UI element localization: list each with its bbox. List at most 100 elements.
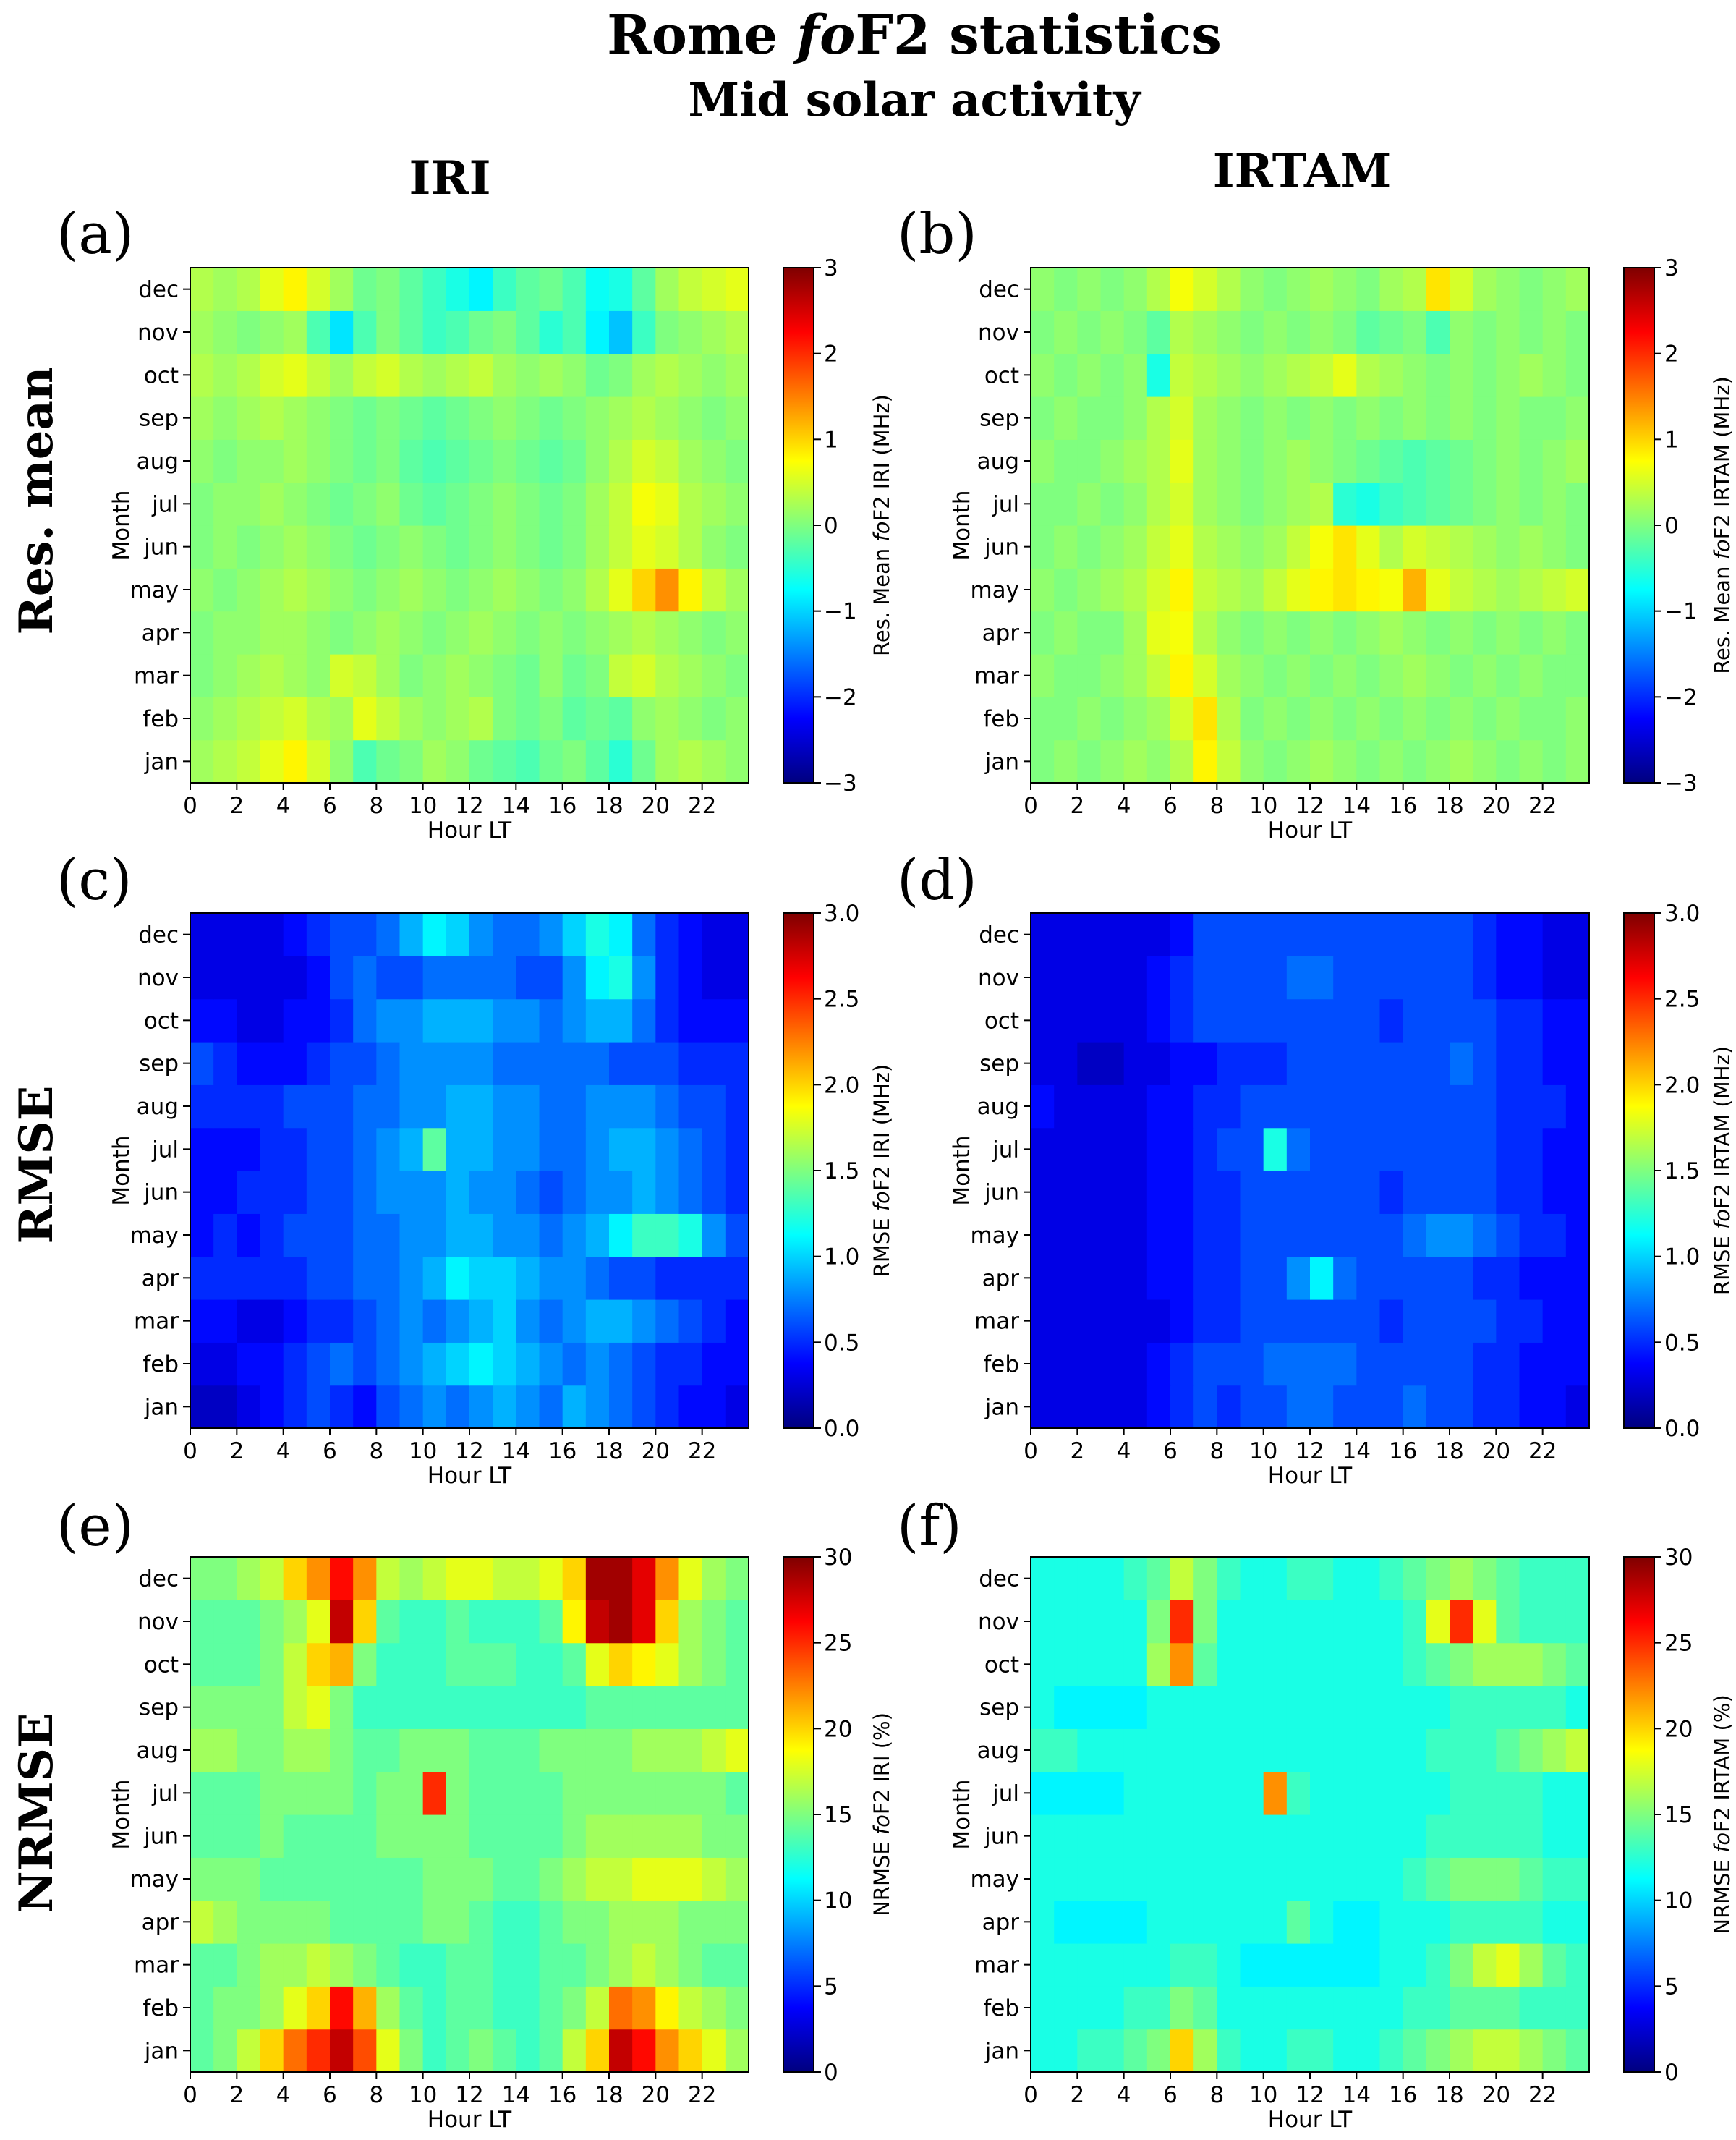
heatmap-cell [1146, 1127, 1171, 1171]
heatmap-cell [562, 1299, 587, 1343]
heatmap-cell [725, 1171, 749, 1214]
heatmap-cell [353, 1299, 377, 1343]
heatmap-cell [1426, 1171, 1450, 1214]
heatmap-cell [1519, 525, 1544, 569]
heatmap-cell [190, 1728, 214, 1772]
heatmap-cell [260, 268, 284, 311]
heatmap-cell [376, 268, 401, 311]
heatmap-cell [1077, 1342, 1102, 1386]
heatmap-cell [260, 353, 284, 397]
colorbar-tick-label: 20 [824, 1716, 852, 1742]
heatmap-cell [237, 998, 261, 1043]
heatmap-cell [1403, 1900, 1427, 1944]
heatmap-cell [353, 1943, 377, 1987]
heatmap-cell [516, 310, 540, 354]
y-tick-label: dec [138, 1566, 179, 1592]
y-tick-label: jun [143, 535, 179, 561]
heatmap-cell [539, 654, 563, 697]
colorbar-tick-label: 5 [824, 1974, 838, 2000]
heatmap-cell [1170, 956, 1194, 1000]
heatmap-cell [1356, 1986, 1381, 2030]
x-tick-label: 22 [1528, 2082, 1557, 2108]
heatmap-cell [562, 654, 587, 697]
heatmap-cell [1450, 998, 1473, 1043]
y-tick-label: may [129, 1223, 179, 1249]
heatmap-cell [1054, 525, 1078, 569]
heatmap-cell [1333, 310, 1357, 354]
heatmap-cell [1286, 482, 1311, 526]
heatmap-cell [1403, 568, 1427, 612]
heatmap-cell [376, 2029, 401, 2073]
heatmap-cell [1542, 1600, 1567, 1644]
heatmap-cell [655, 1385, 680, 1429]
x-tick-label: 8 [369, 2082, 383, 2108]
heatmap-cell [237, 1084, 261, 1129]
colorbar-tick-label: 15 [1664, 1802, 1693, 1828]
heatmap-cell [702, 1857, 726, 1901]
heatmap-cell [1426, 956, 1450, 1000]
heatmap-cell [655, 1900, 680, 1944]
heatmap-cell [1565, 1728, 1590, 1772]
heatmap-cell [1426, 697, 1450, 741]
heatmap-cell [725, 1299, 749, 1343]
heatmap-cell [562, 2029, 587, 2073]
heatmap-cell [1519, 1127, 1544, 1171]
heatmap-cell [353, 1900, 377, 1944]
heatmap-cell [330, 956, 354, 1000]
heatmap-cell [1450, 1857, 1473, 1901]
y-tick-label: apr [982, 1265, 1020, 1291]
heatmap-cell [1170, 1385, 1194, 1429]
heatmap-cell [190, 1943, 214, 1987]
y-tick-label: aug [977, 1738, 1019, 1764]
heatmap-cell [1403, 525, 1427, 569]
heatmap-cell [678, 1557, 703, 1600]
y-tick-label: mar [974, 1309, 1019, 1335]
heatmap-cell [422, 1686, 447, 1729]
heatmap-cell [1240, 1084, 1264, 1129]
heatmap-cells-a [190, 268, 749, 784]
heatmap-cell [1031, 1342, 1055, 1386]
heatmap-cell [376, 739, 401, 784]
heatmap-cell [237, 1642, 261, 1686]
y-tick-label: mar [974, 1953, 1019, 1979]
heatmap-cell [493, 1728, 516, 1772]
heatmap-cell [1426, 1127, 1450, 1171]
heatmap-cell [1310, 2029, 1334, 2073]
heatmap-cell [1031, 1728, 1055, 1772]
heatmap-cell [585, 396, 610, 440]
heatmap-cell [1310, 1385, 1334, 1429]
heatmap-cell [1310, 310, 1334, 354]
heatmap-cell [1100, 396, 1125, 440]
heatmap-cell [399, 1857, 424, 1901]
heatmap-cell [330, 1943, 354, 1987]
heatmap-cell [237, 268, 261, 311]
heatmap-cell [446, 1600, 470, 1644]
heatmap-cell [376, 611, 401, 655]
heatmap-cell [1542, 568, 1567, 612]
heatmap-cell [237, 1127, 261, 1171]
heatmap-cell [446, 1943, 470, 1987]
heatmap-cell [1356, 1171, 1381, 1214]
heatmap-cell [1519, 1857, 1544, 1901]
heatmap-cell [1123, 611, 1148, 655]
heatmap-cell [1194, 1256, 1217, 1300]
heatmap-cell [562, 913, 587, 956]
heatmap-cell [399, 1557, 424, 1600]
heatmap-cell [1496, 1213, 1520, 1257]
heatmap-cell [1194, 525, 1217, 569]
heatmap-cell [609, 1771, 633, 1815]
heatmap-cell [330, 353, 354, 397]
y-tick-label: sep [979, 406, 1019, 432]
heatmap-cell [237, 1171, 261, 1214]
panel-b: (b)janfebmaraprmayjunjulaugsepoctnovdec0… [897, 202, 1735, 844]
heatmap-cell [1333, 568, 1357, 612]
heatmap-cell [237, 396, 261, 440]
heatmap-cell [1333, 1771, 1357, 1815]
heatmap-cell [539, 353, 563, 397]
heatmap-cell [376, 1042, 401, 1085]
heatmap-cell [260, 1900, 284, 1944]
heatmap-cell [1100, 1600, 1125, 1644]
heatmap-cell [1217, 1900, 1241, 1944]
heatmap-cell [1077, 1728, 1102, 1772]
heatmap-cell [632, 1943, 656, 1987]
